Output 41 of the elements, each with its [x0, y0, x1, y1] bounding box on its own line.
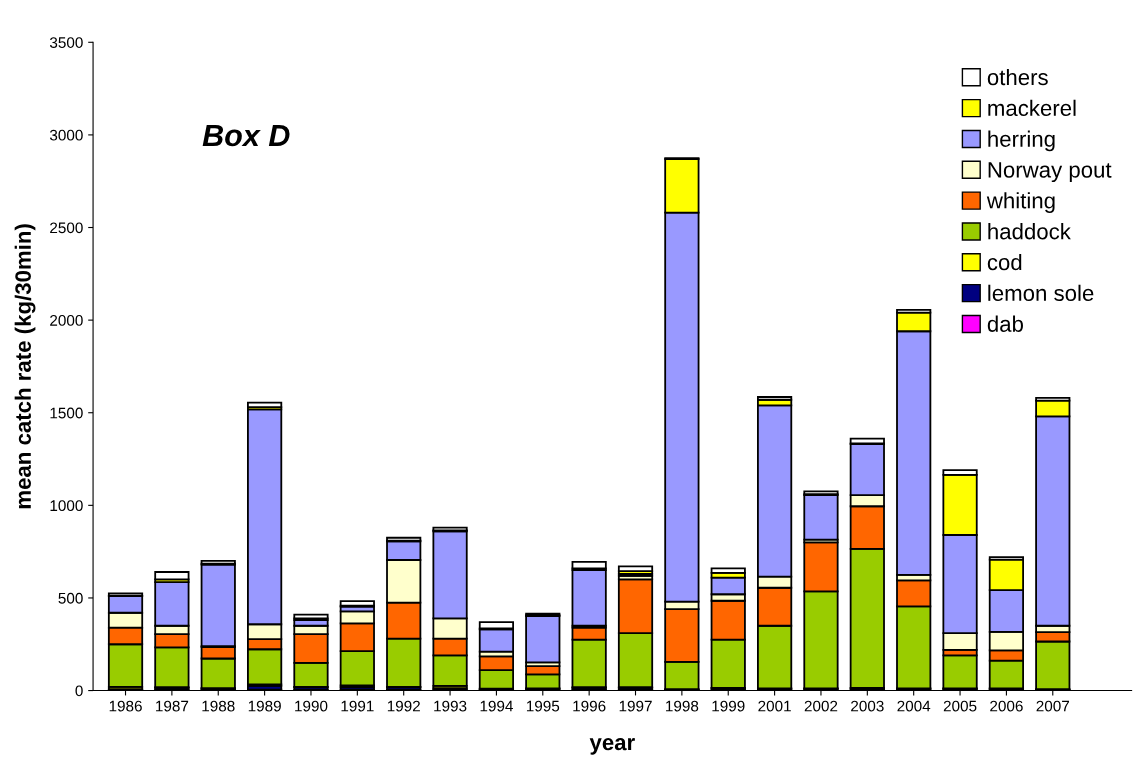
x-tick-label: 1992 — [387, 700, 420, 712]
x-tick-label: 1997 — [619, 700, 652, 712]
x-tick-label: 2007 — [1036, 700, 1070, 712]
y-tick-label: 3500 — [49, 37, 83, 48]
x-tick-label: 2001 — [758, 700, 791, 712]
y-tick-label: 1500 — [50, 407, 83, 419]
x-tick-label: 1989 — [248, 700, 281, 712]
x-tick-label: 1987 — [156, 700, 189, 712]
legend-label: haddock — [988, 223, 1071, 240]
x-tick-label: 1994 — [480, 700, 513, 712]
legend-label: dab — [987, 315, 1023, 332]
y-tick-label: 1000 — [50, 500, 83, 512]
x-tick-label: 1995 — [526, 700, 560, 712]
y-tick-label: 0 — [75, 685, 83, 697]
x-tick-label: 1990 — [295, 700, 328, 712]
x-tick-label: 1993 — [434, 700, 467, 712]
legend-label: herring — [988, 130, 1055, 152]
y-tick-label: 500 — [58, 592, 83, 604]
legend-label: cod — [987, 253, 1022, 271]
x-axis-title: year — [589, 738, 635, 755]
y-axis-title: mean catch rate (kg/30min) — [14, 224, 36, 509]
x-tick-label: 1988 — [202, 700, 235, 712]
y-tick-label: 3000 — [49, 129, 83, 141]
legend-label: mackerel — [988, 99, 1076, 117]
x-tick-label: 2002 — [804, 700, 838, 712]
y-tick-label: 2500 — [50, 222, 83, 234]
x-tick-label: 1986 — [109, 700, 142, 712]
x-tick-label: 2006 — [990, 700, 1023, 712]
x-tick-label: 2005 — [943, 700, 977, 712]
legend-label: lemon sole — [988, 284, 1094, 302]
x-tick-label: 2003 — [851, 700, 884, 712]
legend-label: whiting — [986, 192, 1055, 213]
x-tick-label: 1998 — [666, 700, 699, 712]
x-tick-label: 2004 — [897, 700, 931, 712]
y-tick-label: 2000 — [50, 314, 83, 326]
x-tick-label: 1999 — [712, 700, 745, 712]
x-tick-label: 1991 — [341, 700, 374, 712]
text: Box D — [202, 125, 290, 147]
x-tick-label: 1996 — [573, 700, 606, 712]
legend-label: Norway pout — [988, 162, 1112, 183]
legend-label: others — [987, 68, 1048, 86]
